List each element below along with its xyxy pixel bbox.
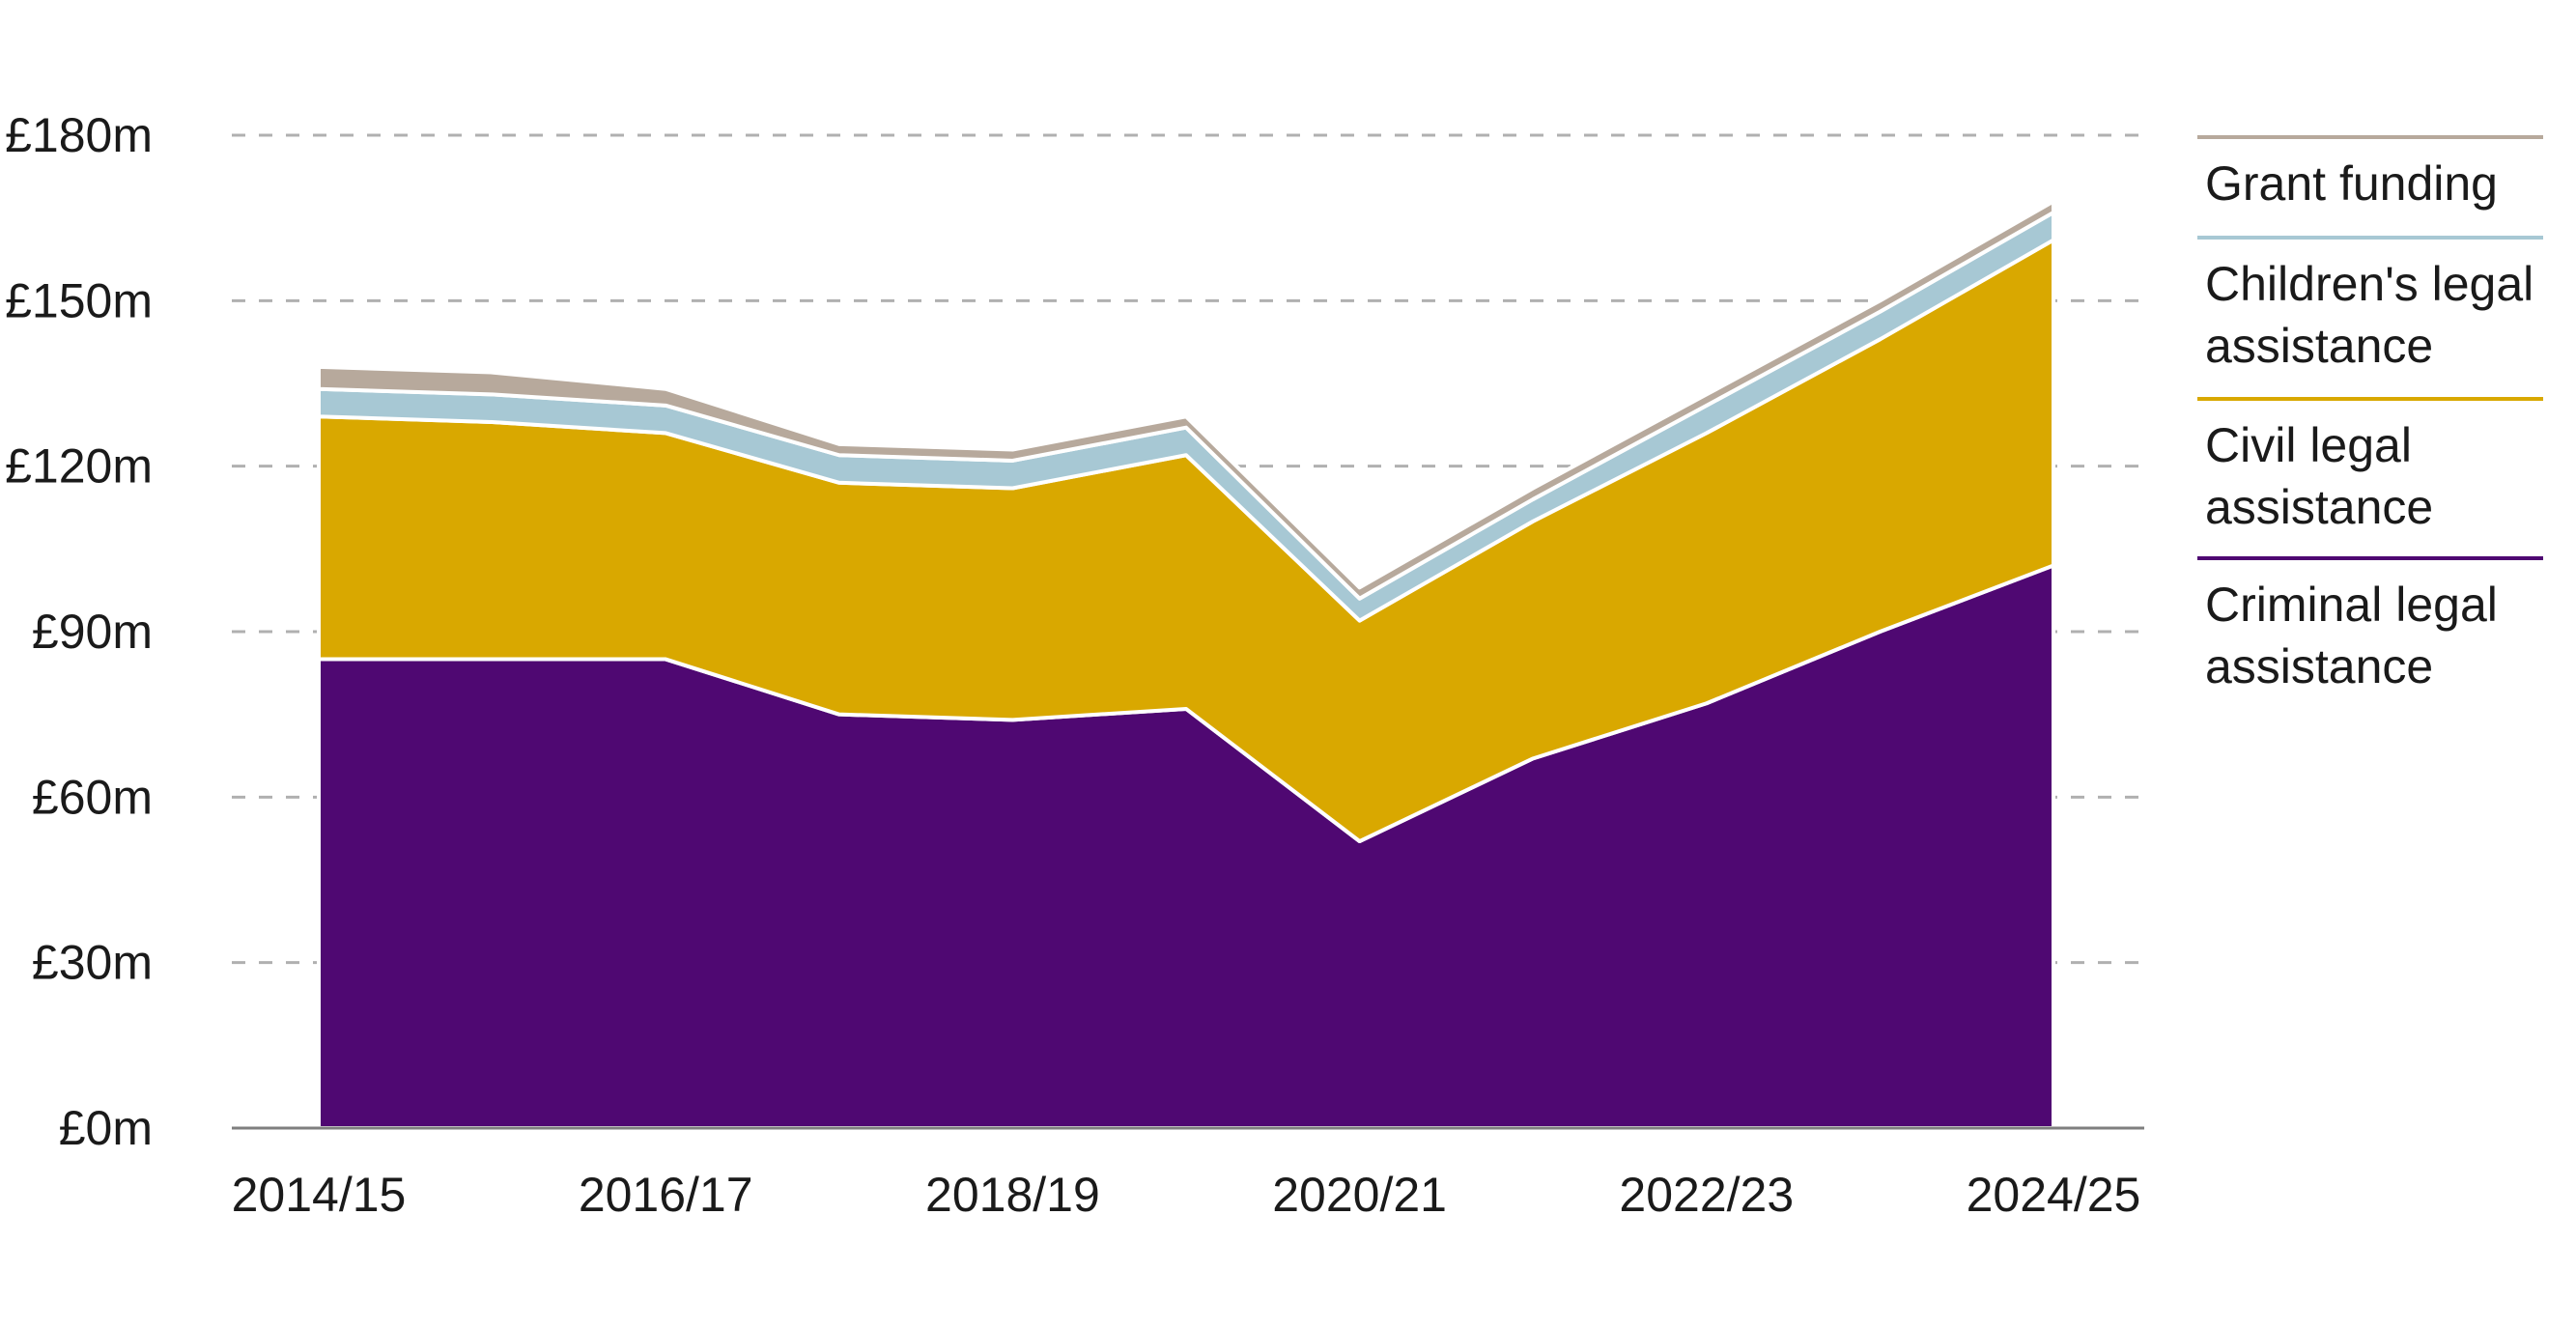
x-tick-label: 2018/19 bbox=[925, 1168, 1100, 1222]
legend: Grant funding Children's legal assistance C… bbox=[2197, 135, 2543, 693]
area-grant-funding bbox=[317, 199, 2055, 601]
y-tick-label: £120m bbox=[5, 439, 153, 494]
legend-label: Criminal legal bbox=[2205, 578, 2498, 632]
series-areas bbox=[317, 199, 2055, 1130]
y-axis-tick-labels: £0m £30m £60m £90m £120m £150m £180m bbox=[5, 108, 153, 1155]
y-tick-label: £0m bbox=[59, 1101, 153, 1155]
x-tick-label: 2024/25 bbox=[1967, 1168, 2141, 1222]
x-axis-tick-labels: 2014/15 2016/17 2018/19 2020/21 2022/23 2024/… bbox=[232, 1168, 2141, 1222]
legend-label: assistance bbox=[2205, 480, 2433, 534]
x-tick-label: 2014/15 bbox=[232, 1168, 407, 1222]
legend-label: assistance bbox=[2205, 319, 2433, 373]
legend-label: Civil legal bbox=[2205, 418, 2412, 472]
y-tick-label: £30m bbox=[32, 936, 153, 990]
y-tick-label: £60m bbox=[32, 770, 153, 824]
x-tick-label: 2022/23 bbox=[1619, 1168, 1794, 1222]
legend-label: Grant funding bbox=[2205, 156, 2498, 211]
x-tick-label: 2016/17 bbox=[579, 1168, 753, 1222]
y-tick-label: £90m bbox=[32, 605, 153, 659]
legend-label: assistance bbox=[2205, 639, 2433, 693]
x-tick-label: 2020/21 bbox=[1272, 1168, 1447, 1222]
legend-label: Children's legal bbox=[2205, 257, 2534, 311]
y-tick-label: £150m bbox=[5, 273, 153, 327]
y-tick-label: £180m bbox=[5, 108, 153, 162]
